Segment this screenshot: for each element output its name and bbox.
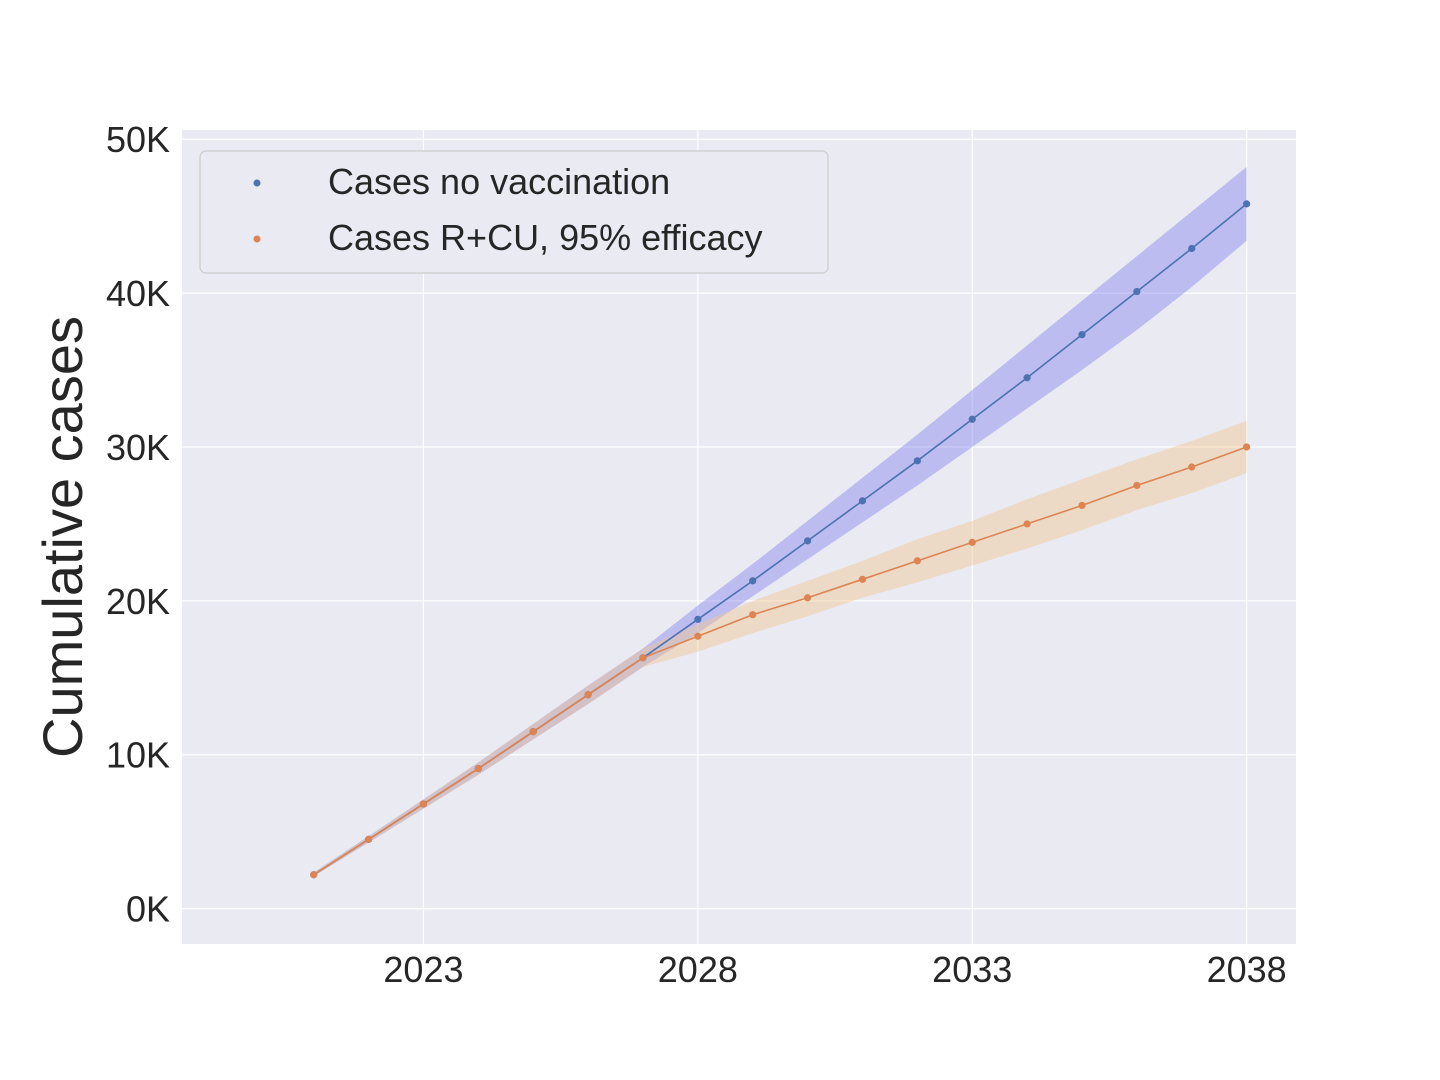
data-point — [749, 611, 757, 619]
data-point — [639, 654, 647, 662]
x-tick-label: 2028 — [658, 949, 738, 990]
data-point — [1188, 244, 1196, 253]
y-tick-label: 10K — [106, 735, 170, 776]
data-point — [364, 835, 373, 843]
series-lines — [313, 203, 1248, 876]
legend-marker-no-vaccination — [253, 179, 261, 187]
data-point — [1133, 287, 1141, 296]
data-point — [913, 557, 921, 565]
confidence-bands — [313, 166, 1247, 877]
legend-label-rcu-95-efficacy: Cases R+CU, 95% efficacy — [328, 217, 763, 258]
data-point — [1023, 520, 1031, 528]
data-point — [529, 728, 537, 736]
data-point — [694, 615, 702, 623]
series-line-1 — [313, 446, 1247, 876]
data-point — [1188, 463, 1196, 471]
confidence-band-1 — [313, 420, 1247, 877]
legend: Cases no vaccination Cases R+CU, 95% eff… — [199, 150, 829, 274]
y-tick-label: 0K — [126, 889, 170, 930]
y-axis-title: Cumulative cases — [31, 316, 94, 758]
legend-marker-rcu-95-efficacy — [253, 235, 261, 243]
y-tick-label: 30K — [106, 427, 170, 468]
y-tick-label: 50K — [106, 119, 170, 160]
data-point — [749, 577, 757, 585]
x-tick-label: 2038 — [1207, 949, 1287, 990]
data-point — [310, 871, 318, 879]
data-point — [694, 632, 702, 640]
data-point — [968, 538, 976, 546]
data-point — [968, 415, 976, 423]
data-point — [913, 457, 921, 465]
data-point — [1078, 331, 1086, 339]
data-point — [419, 800, 428, 808]
legend-box — [199, 150, 829, 274]
data-point — [584, 691, 592, 699]
data-point — [858, 497, 867, 505]
data-point — [803, 594, 812, 602]
data-point — [1133, 481, 1141, 490]
data-point — [1243, 443, 1251, 451]
data-point — [1023, 374, 1031, 382]
data-point — [474, 764, 482, 773]
data-point — [1243, 200, 1251, 208]
legend-label-no-vaccination: Cases no vaccination — [328, 161, 670, 202]
x-tick-label: 2033 — [932, 949, 1012, 990]
data-point — [803, 537, 812, 545]
tick-labels: 0K 10K 20K 30K 40K 50K 2023 2028 2033 2038 — [106, 119, 1287, 990]
data-point — [1078, 501, 1086, 510]
data-points — [310, 200, 1251, 879]
y-tick-label: 40K — [106, 273, 170, 314]
x-tick-label: 2023 — [383, 949, 463, 990]
data-point — [858, 575, 867, 583]
y-tick-label: 20K — [106, 581, 170, 622]
